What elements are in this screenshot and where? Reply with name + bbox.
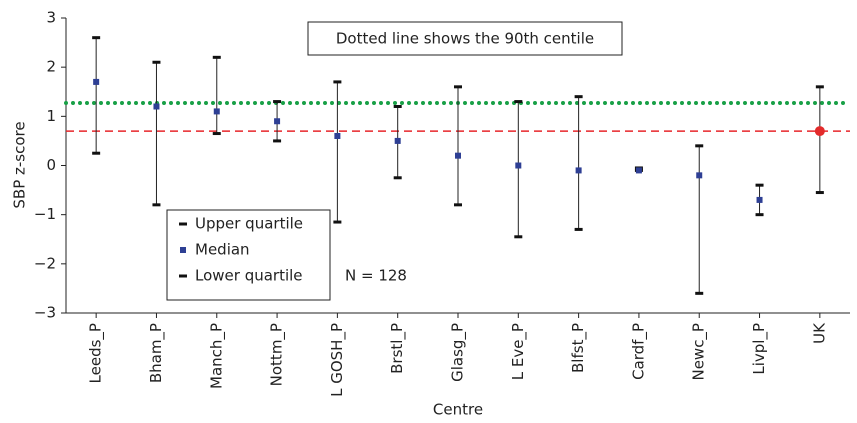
median-point bbox=[455, 152, 461, 159]
x-tick-label: UK bbox=[810, 322, 828, 344]
y-tick-label: 3 bbox=[46, 9, 56, 27]
legend-label: Lower quartile bbox=[195, 267, 303, 285]
x-tick-label: Newc_P bbox=[690, 323, 709, 381]
y-tick-label: −1 bbox=[34, 205, 56, 223]
y-axis-label: SBP z-score bbox=[11, 121, 29, 208]
x-tick-label: Glasg_P bbox=[449, 323, 468, 382]
x-axis-label: Centre bbox=[433, 401, 483, 419]
y-tick-label: 1 bbox=[46, 107, 56, 125]
median-point bbox=[153, 103, 160, 110]
x-tick-label: Livpl_P bbox=[750, 323, 769, 375]
annotation-box bbox=[307, 21, 623, 56]
x-tick-label: Nottm_P bbox=[268, 323, 287, 386]
median-point bbox=[756, 196, 763, 203]
y-tick-label: −3 bbox=[34, 304, 56, 322]
x-tick-label: Cardf_P bbox=[629, 323, 648, 380]
legend-marker bbox=[180, 247, 186, 253]
legend-label: Median bbox=[195, 241, 250, 259]
legend-box bbox=[166, 209, 331, 301]
y-tick-label: 0 bbox=[46, 156, 56, 174]
x-tick-label: Leeds_P bbox=[87, 323, 106, 383]
median-point bbox=[213, 108, 220, 115]
annotation: Dotted line shows the 90th centile bbox=[336, 30, 594, 48]
x-tick-label: L GOSH_P bbox=[328, 323, 347, 397]
x-tick-label: L Eve_P bbox=[509, 323, 528, 380]
median-point bbox=[696, 172, 703, 179]
median-point bbox=[575, 167, 582, 174]
x-tick-label: Blfst_P bbox=[569, 323, 588, 373]
y-tick-label: −2 bbox=[34, 254, 56, 272]
legend-label: Upper quartile bbox=[195, 215, 303, 233]
median-point bbox=[334, 133, 341, 139]
x-tick-label: Manch_P bbox=[207, 323, 226, 389]
median-point bbox=[274, 118, 281, 125]
y-tick-label: 2 bbox=[46, 58, 56, 76]
x-tick-label: Brstl_P bbox=[388, 323, 407, 374]
median-point bbox=[93, 78, 100, 85]
median-point bbox=[635, 167, 642, 174]
note: N = 128 bbox=[345, 267, 407, 285]
median-point bbox=[814, 126, 825, 137]
median-point bbox=[394, 137, 401, 144]
median-point bbox=[515, 162, 522, 169]
x-tick-label: Bham_P bbox=[147, 323, 166, 383]
